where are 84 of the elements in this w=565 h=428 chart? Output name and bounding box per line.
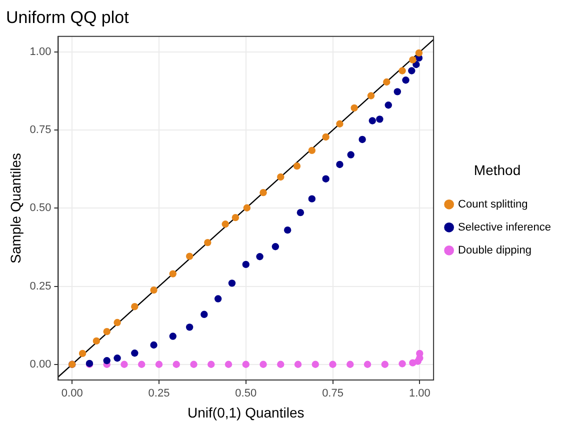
point — [293, 162, 301, 170]
y-tick-label: 0.50 — [30, 202, 52, 214]
legend-title: Method — [474, 162, 521, 178]
point — [412, 60, 420, 68]
x-axis-title: Unif(0,1) Quantiles — [188, 404, 304, 420]
point — [131, 302, 138, 310]
x-tick-label: 0.75 — [322, 388, 344, 400]
point — [329, 360, 336, 368]
point — [350, 104, 358, 112]
point — [224, 360, 232, 368]
point — [214, 295, 222, 302]
point — [243, 204, 251, 212]
point — [394, 88, 402, 96]
point — [398, 360, 406, 368]
point — [347, 151, 354, 158]
point — [322, 133, 330, 141]
chart-title: Uniform QQ plot — [6, 8, 130, 27]
point — [92, 337, 100, 345]
point — [78, 350, 86, 358]
point — [368, 117, 376, 124]
point — [169, 270, 176, 278]
legend-label: Count splitting — [458, 198, 528, 210]
x-tick-label: 0.00 — [61, 388, 83, 400]
point — [272, 243, 280, 250]
point — [408, 67, 416, 74]
point — [222, 220, 229, 228]
point — [284, 226, 292, 234]
point — [155, 360, 163, 368]
y-axis-title: Sample Quantiles — [7, 152, 24, 264]
point — [277, 360, 284, 368]
point — [208, 360, 215, 368]
x-tick-label: 0.50 — [235, 388, 257, 400]
point — [383, 78, 390, 86]
y-tick-label: 0.00 — [30, 358, 52, 370]
x-tick-label: 1.00 — [408, 388, 430, 400]
point — [296, 208, 304, 216]
point — [358, 136, 366, 144]
point — [260, 188, 267, 196]
point — [186, 324, 194, 331]
point — [308, 146, 316, 154]
point — [409, 56, 416, 64]
point — [114, 318, 121, 326]
point — [204, 238, 212, 246]
point — [312, 360, 319, 368]
point — [336, 120, 344, 128]
point — [114, 354, 121, 362]
point — [138, 360, 146, 368]
point — [260, 360, 267, 368]
legend-label: Double dipping — [458, 244, 532, 256]
point — [169, 332, 176, 340]
point — [242, 260, 250, 268]
point — [367, 92, 375, 100]
point — [402, 76, 410, 84]
point — [232, 214, 240, 222]
legend-label: Selective inference — [458, 221, 552, 234]
point — [384, 102, 392, 109]
point — [364, 360, 372, 368]
y-tick-label: 0.75 — [30, 124, 52, 136]
point — [376, 116, 384, 123]
point — [190, 360, 198, 368]
point — [172, 360, 180, 368]
point — [186, 252, 194, 260]
point — [277, 173, 284, 181]
point — [228, 280, 236, 287]
point — [398, 67, 406, 74]
point — [381, 360, 388, 368]
point — [131, 350, 138, 357]
point — [308, 195, 316, 202]
point — [103, 328, 110, 336]
point — [256, 253, 264, 260]
point — [294, 360, 302, 368]
x-tick-label: 0.25 — [148, 388, 170, 400]
point — [120, 360, 128, 368]
point — [242, 360, 250, 368]
point — [346, 360, 354, 368]
point — [150, 341, 158, 349]
point — [150, 286, 158, 294]
point — [322, 175, 330, 182]
y-tick-label: 1.00 — [30, 46, 52, 58]
y-tick-label: 0.25 — [30, 280, 52, 292]
point — [415, 49, 423, 57]
point — [200, 310, 208, 318]
point — [336, 160, 344, 168]
point — [103, 357, 110, 364]
